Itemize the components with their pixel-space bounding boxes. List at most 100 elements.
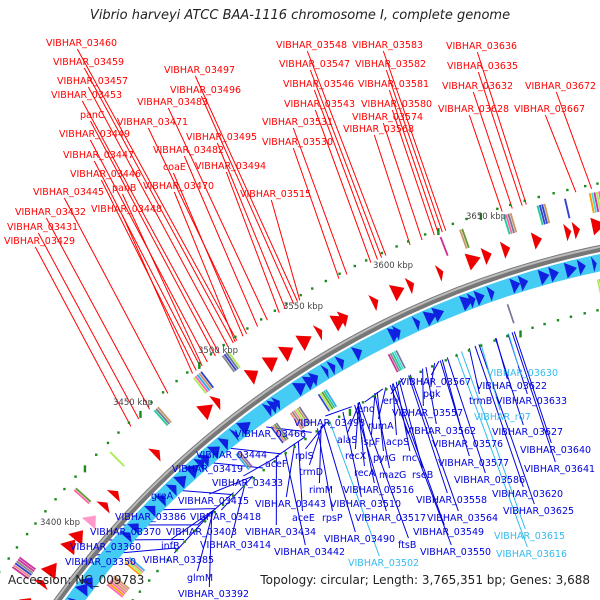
inner-feature-block bbox=[289, 412, 303, 430]
forward-label-line bbox=[313, 89, 378, 260]
forward-gene-arrow bbox=[243, 370, 259, 385]
reverse-gene-arrow bbox=[548, 266, 559, 283]
reverse-label-line bbox=[513, 331, 552, 444]
reverse-gene-label: VIBHAR_03627 bbox=[492, 427, 563, 438]
outer-feature-block bbox=[223, 353, 237, 372]
forward-label-line bbox=[167, 107, 268, 321]
outer-feature-block bbox=[541, 204, 549, 224]
inner-feature-block bbox=[596, 279, 600, 295]
forward-label-line bbox=[314, 109, 372, 263]
gc-dot bbox=[273, 460, 277, 463]
reverse-gene-label: VIBHAR_03385 bbox=[143, 555, 214, 566]
forward-gene-label: VIBHAR_03581 bbox=[358, 79, 429, 90]
reverse-gene-label: aceF bbox=[265, 459, 287, 470]
forward-label-line bbox=[81, 100, 220, 354]
reverse-gene-arrow bbox=[119, 532, 132, 543]
reverse-gene-arrow bbox=[537, 269, 550, 286]
accession-text: Accession: NC_009783 bbox=[8, 573, 145, 587]
forward-label-line bbox=[468, 114, 503, 212]
reverse-gene-label: VIBHAR_03516 bbox=[343, 485, 414, 496]
reverse-gene-arrow bbox=[391, 325, 401, 341]
forward-gene-label: VIBHAR_03445 bbox=[33, 187, 104, 198]
gc-dot bbox=[315, 430, 318, 433]
forward-gene-label: VIBHAR_03547 bbox=[279, 59, 350, 70]
reverse-label-line bbox=[325, 406, 352, 417]
inner-feature-block bbox=[237, 451, 251, 469]
forward-label-line bbox=[292, 127, 348, 275]
gc-dot bbox=[127, 421, 131, 424]
gc-dot bbox=[117, 431, 120, 434]
reverse-label-line bbox=[357, 402, 365, 467]
gc-dot bbox=[175, 549, 178, 552]
inner-feature-block bbox=[273, 423, 287, 441]
forward-label-line bbox=[173, 191, 236, 342]
outer-feature-block bbox=[17, 558, 35, 572]
reverse-gene-label: VIBHAR_03550 bbox=[420, 547, 491, 558]
forward-gene-arrow bbox=[368, 295, 379, 312]
reverse-label-line bbox=[308, 425, 323, 466]
reverse-label-line bbox=[243, 455, 280, 477]
forward-label-line bbox=[34, 246, 132, 427]
forward-gene-label: VIBHAR_03448 bbox=[91, 204, 162, 215]
forward-gene-label: VIBHAR_03470 bbox=[143, 181, 214, 192]
forward-gene-arrow bbox=[68, 530, 84, 546]
outer-feature-block bbox=[543, 203, 551, 224]
gc-dot bbox=[203, 520, 207, 523]
reverse-gene-label: ftsB bbox=[398, 540, 416, 551]
outer-feature-block bbox=[502, 214, 511, 235]
reverse-label-line bbox=[209, 475, 254, 495]
forward-label-line bbox=[172, 172, 244, 337]
gc-dot bbox=[139, 410, 142, 418]
reverse-gene-arrow bbox=[291, 382, 306, 397]
gene-labels: VIBHAR_03460 VIBHAR_03459 VIBHAR_03457 VIBH… bbox=[4, 38, 596, 600]
forward-label-line bbox=[216, 142, 286, 310]
gc-dot bbox=[543, 322, 546, 326]
gc-dot bbox=[353, 264, 357, 268]
reverse-label-line bbox=[474, 345, 524, 488]
gc-dot bbox=[531, 326, 534, 329]
reverse-gene-arrow bbox=[590, 256, 597, 273]
reverse-label-line bbox=[342, 411, 362, 498]
gc-dot bbox=[408, 375, 412, 379]
reverse-gene-arrow bbox=[80, 577, 93, 590]
reverse-gene-label: pyrG bbox=[373, 453, 396, 464]
gc-dot bbox=[556, 319, 560, 322]
gc-dot bbox=[479, 212, 483, 220]
forward-gene-label: VIBHAR_03667 bbox=[514, 104, 585, 115]
gc-dot bbox=[25, 532, 29, 536]
forward-gene-arrow bbox=[261, 357, 278, 373]
gc-dot bbox=[324, 279, 328, 283]
reverse-gene-label: VIBHAR_03577 bbox=[438, 458, 509, 469]
forward-gene-label: VIBHAR_03449 bbox=[59, 129, 130, 140]
reverse-gene-arrow bbox=[334, 356, 345, 371]
reverse-gene-label: VIBHAR_03370 bbox=[90, 527, 161, 538]
reverse-gene-arrow bbox=[576, 259, 586, 276]
reverse-gene-label: ispF bbox=[361, 437, 380, 448]
forward-gene-track bbox=[18, 217, 600, 600]
reverse-label-line bbox=[196, 492, 234, 526]
outer-feature-block bbox=[536, 205, 544, 226]
outer-feature-block bbox=[18, 556, 37, 571]
inner-feature-block bbox=[317, 393, 330, 412]
forward-gene-arrow bbox=[499, 241, 511, 259]
reverse-gene-label: rimM bbox=[309, 485, 333, 496]
inner-feature-block bbox=[127, 558, 144, 573]
reverse-gene-label: VIBHAR_03490 bbox=[324, 534, 395, 545]
reverse-gene-label: infB bbox=[161, 541, 180, 552]
reverse-gene-label: greA bbox=[151, 491, 174, 502]
reverse-gene-arrow bbox=[66, 597, 76, 600]
forward-gene-label: VIBHAR_03494 bbox=[195, 161, 266, 172]
reverse-label-line bbox=[389, 384, 452, 546]
forward-label-line bbox=[476, 51, 527, 205]
reverse-label-line bbox=[354, 404, 387, 512]
forward-label-line bbox=[382, 122, 423, 241]
rna-gene-label: VIBHAR_03630 bbox=[487, 368, 558, 379]
reverse-gene-arrow bbox=[473, 290, 485, 306]
reverse-gene-label: VIBHAR_03622 bbox=[476, 381, 547, 392]
outer-feature-block bbox=[221, 355, 236, 373]
gc-dot bbox=[311, 287, 314, 290]
gc-dot bbox=[467, 349, 471, 352]
forward-gene-arrow bbox=[96, 501, 110, 514]
gc-dot bbox=[364, 259, 368, 262]
forward-label-line bbox=[270, 199, 301, 301]
